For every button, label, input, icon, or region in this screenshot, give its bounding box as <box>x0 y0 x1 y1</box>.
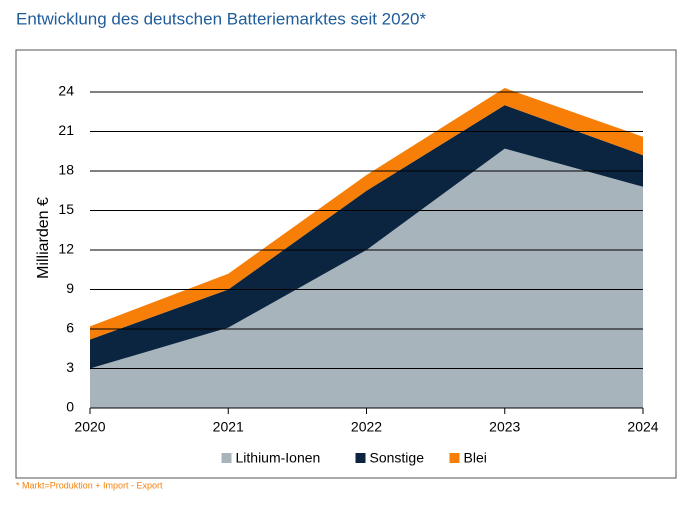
legend-label: Blei <box>464 450 487 466</box>
chart-frame <box>15 49 677 479</box>
area <box>90 105 643 369</box>
x-tick-label: 2020 <box>74 419 105 435</box>
x-tick-label: 2024 <box>627 419 658 435</box>
x-tick-label: 2022 <box>351 419 382 435</box>
y-tick-label: 18 <box>58 162 74 178</box>
x-tick-label: 2021 <box>213 419 244 435</box>
y-tick-label: 12 <box>58 241 74 257</box>
y-tick-label: 3 <box>66 359 74 375</box>
x-tick-label: 2023 <box>489 419 520 435</box>
y-tick-label: 0 <box>66 399 74 415</box>
legend-label: Sonstige <box>370 450 425 466</box>
area <box>90 148 643 408</box>
legend-swatch <box>449 453 460 463</box>
legend-swatch <box>221 453 232 463</box>
y-tick-label: 21 <box>58 122 74 138</box>
y-tick-label: 24 <box>58 83 74 99</box>
legend-swatch <box>355 453 366 463</box>
y-tick-label: 6 <box>66 320 74 336</box>
chart-title: Entwicklung des deutschen Batteriemarkte… <box>16 9 427 28</box>
y-axis-label: Milliarden € <box>35 197 52 279</box>
footnote: * Markt=Produktion + Import - Export <box>16 480 163 490</box>
y-tick-label: 15 <box>58 201 74 217</box>
area <box>90 88 643 340</box>
y-tick-label: 9 <box>66 280 74 296</box>
legend-label: Lithium-Ionen <box>236 450 321 466</box>
